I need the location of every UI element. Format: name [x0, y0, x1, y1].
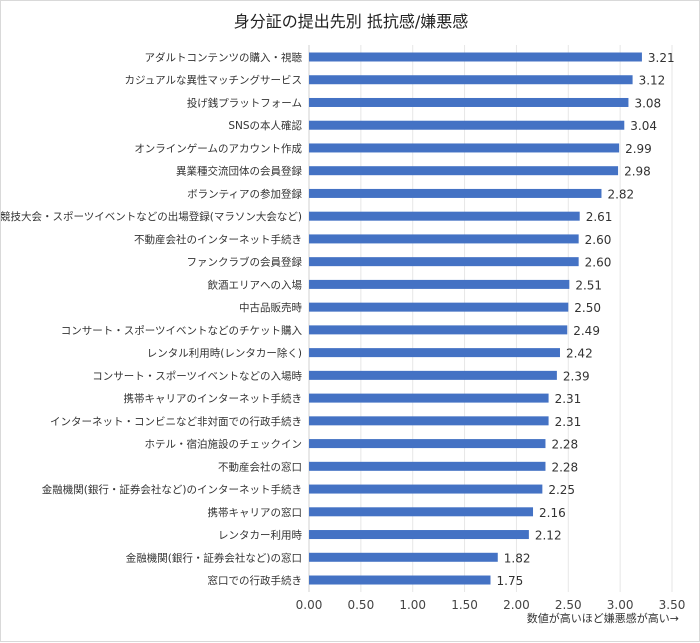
value-label: 2.60	[585, 233, 612, 247]
value-label: 3.08	[634, 96, 661, 110]
category-label: ホテル・宿泊施設のチェックイン	[145, 438, 303, 451]
category-label: アダルトコンテンツの購入・視聴	[145, 51, 303, 64]
value-label: 1.82	[504, 551, 531, 565]
value-label: 2.16	[539, 506, 566, 520]
category-label: 不動産会社の窓口	[218, 460, 302, 473]
value-label: 2.82	[607, 187, 634, 201]
bar	[309, 575, 491, 585]
value-label: 2.60	[585, 256, 612, 270]
value-label: 3.21	[648, 51, 675, 65]
category-label: 飲酒エリアへの入場	[208, 278, 303, 291]
value-label: 2.31	[555, 415, 582, 429]
category-label: ファンクラブの会員登録	[187, 256, 303, 269]
category-label: カジュアルな異性マッチングサービス	[125, 74, 302, 87]
bar	[309, 507, 534, 517]
x-tick-label: 1.00	[399, 598, 426, 612]
value-label: 2.28	[551, 438, 578, 452]
value-label: 2.49	[573, 324, 600, 338]
value-label: 3.12	[639, 74, 666, 88]
bar	[309, 120, 625, 130]
value-label: 2.28	[551, 460, 578, 474]
value-label: 2.25	[548, 483, 575, 497]
bar	[309, 234, 579, 244]
category-label: 窓口での行政手続き	[208, 574, 303, 587]
value-label: 2.61	[586, 210, 613, 224]
x-tick-label: 2.00	[503, 598, 530, 612]
category-label: 携帯キャリアのインターネット手続き	[124, 392, 303, 405]
category-label: インターネット・コンビニなど非対面での行政手続き	[50, 415, 302, 428]
bar	[309, 416, 549, 426]
value-label: 3.04	[630, 119, 657, 133]
x-tick-label: 0.50	[347, 598, 374, 612]
value-label: 1.75	[497, 574, 524, 588]
bar	[309, 552, 498, 562]
category-label: レンタカー利用時	[218, 530, 302, 542]
category-label: 不動産会社のインターネット手続き	[134, 233, 302, 246]
category-label: 投げ銭プラットフォーム	[187, 96, 302, 109]
value-label: 2.12	[535, 529, 562, 543]
x-tick-label: 2.50	[555, 598, 582, 612]
bar	[309, 325, 568, 335]
category-label: レンタル利用時(レンタカー除く)	[147, 347, 302, 360]
bar	[309, 370, 557, 380]
value-label: 2.50	[574, 301, 601, 315]
bar	[309, 439, 546, 449]
bar	[309, 484, 543, 494]
category-label: 金融機関(銀行・証券会社など)の窓口	[126, 551, 302, 564]
bar	[309, 461, 546, 471]
category-label: SNSの本人確認	[228, 119, 302, 132]
bar	[309, 75, 633, 85]
category-label: コンサート・スポーツイベントなどの入場時	[92, 369, 302, 382]
value-label: 2.98	[624, 165, 651, 179]
category-label: 携帯キャリアの窓口	[208, 506, 303, 519]
bar	[309, 52, 642, 62]
category-label: 中古品販売時	[239, 301, 302, 314]
value-label: 2.99	[625, 142, 652, 156]
bar	[309, 279, 570, 289]
chart-title: 身分証の提出先別 抵抗感/嫌悪感	[234, 12, 468, 31]
x-tick-label: 3.50	[659, 598, 686, 612]
bar	[309, 166, 619, 176]
bar	[309, 211, 580, 221]
x-axis-label: 数値が高いほど嫌悪感が高い→	[527, 611, 679, 625]
bar	[309, 143, 620, 153]
value-label: 2.42	[566, 347, 593, 361]
x-tick-label: 3.00	[607, 598, 634, 612]
category-label: 競技大会・スポーツイベントなどの出場登録(マラソン大会など)	[1, 210, 302, 223]
value-label: 2.39	[563, 369, 590, 383]
category-label: 金融機関(銀行・証券会社など)のインターネット手続き	[42, 483, 302, 496]
x-tick-label: 1.50	[451, 598, 478, 612]
value-label: 2.31	[555, 392, 582, 406]
category-label: ボランティアの参加登録	[187, 187, 302, 200]
category-label: 異業種交流団体の会員登録	[176, 165, 302, 178]
value-label: 2.51	[575, 278, 602, 292]
x-tick-label: 0.00	[296, 598, 323, 612]
bar	[309, 348, 560, 358]
bar	[309, 97, 629, 107]
bar	[309, 393, 549, 403]
bar	[309, 188, 602, 198]
bar	[309, 530, 529, 540]
category-label: コンサート・スポーツイベントなどのチケット購入	[61, 324, 303, 337]
bar	[309, 257, 579, 267]
category-label: オンラインゲームのアカウント作成	[134, 143, 302, 155]
bar	[309, 302, 569, 312]
